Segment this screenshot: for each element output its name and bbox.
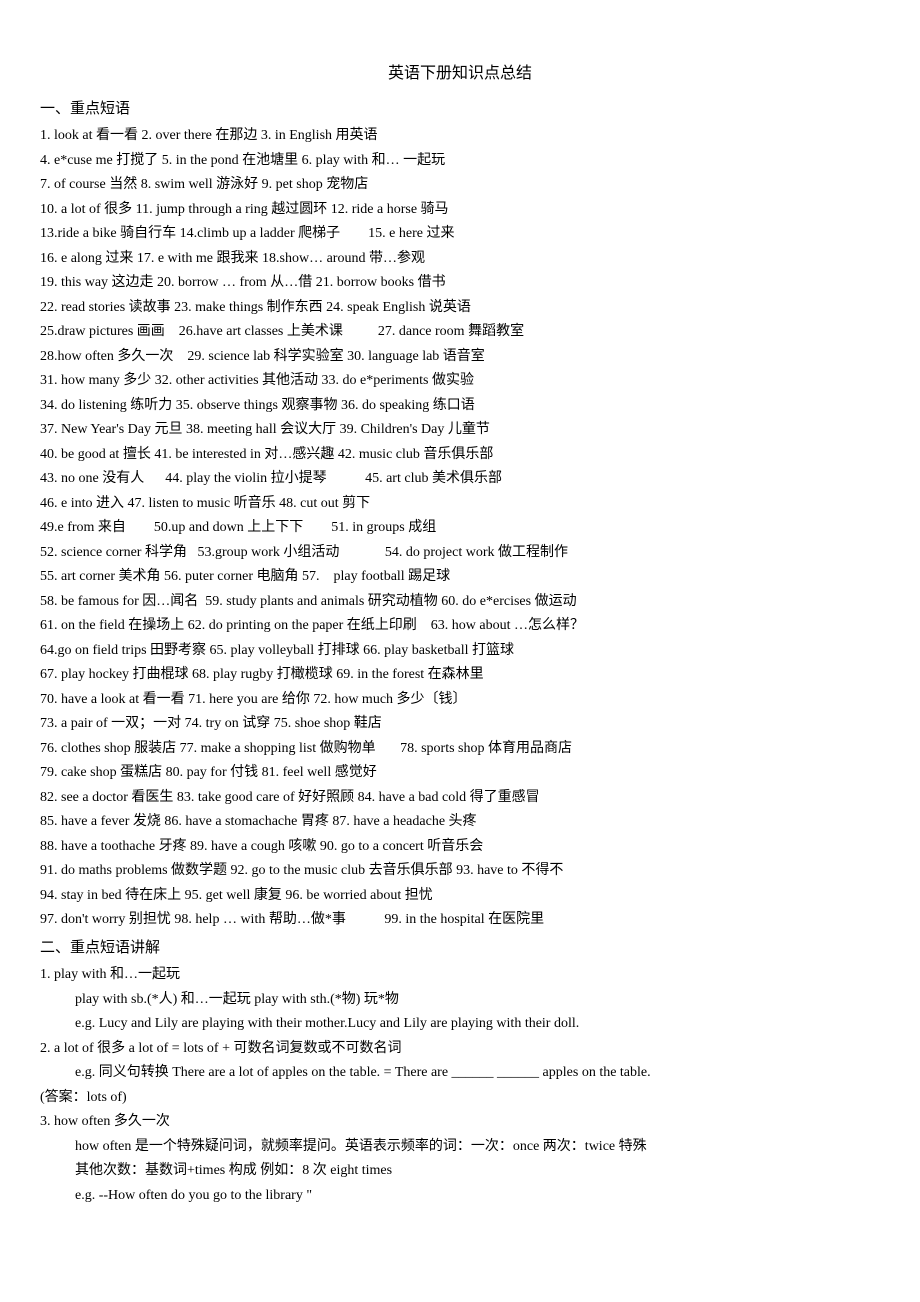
vocab-line: 73. a pair of 一双；一对 74. try on 试穿 75. sh… (40, 712, 880, 737)
vocab-line: 31. how many 多少 32. other activities 其他活… (40, 369, 880, 394)
vocab-line: 22. read stories 读故事 23. make things 制作东… (40, 296, 880, 321)
vocab-line: 19. this way 这边走 20. borrow … from 从…借 2… (40, 271, 880, 296)
vocab-line: 52. science corner 科学角 53.group work 小组活… (40, 541, 880, 566)
explain-body-line: 其他次数：基数词+times 构成 例如：8 次 eight times (40, 1159, 880, 1184)
vocab-line: 55. art corner 美术角 56. puter corner 电脑角 … (40, 565, 880, 590)
vocab-line: 46. e into 进入 47. listen to music 听音乐 48… (40, 492, 880, 517)
section-2-heading: 二、重点短语讲解 (40, 935, 880, 961)
vocab-line: 61. on the field 在操场上 62. do printing on… (40, 614, 880, 639)
vocab-line: 58. be famous for 因…闻名 59. study plants … (40, 590, 880, 615)
vocab-line: 76. clothes shop 服装店 77. make a shopping… (40, 737, 880, 762)
vocab-line: 67. play hockey 打曲棍球 68. play rugby 打橄榄球… (40, 663, 880, 688)
vocab-line: 85. have a fever 发烧 86. have a stomachac… (40, 810, 880, 835)
vocab-line: 25.draw pictures 画画 26.have art classes … (40, 320, 880, 345)
explain-head: 3. how often 多久一次 (40, 1110, 880, 1135)
explain-body-line: e.g. --How often do you go to the librar… (40, 1184, 880, 1209)
vocab-line: 13.ride a bike 骑自行车 14.climb up a ladder… (40, 222, 880, 247)
vocab-line: 1. look at 看一看 2. over there 在那边 3. in E… (40, 124, 880, 149)
vocab-line: 88. have a toothache 牙疼 89. have a cough… (40, 835, 880, 860)
vocab-line: 28.how often 多久一次 29. science lab 科学实验室 … (40, 345, 880, 370)
vocab-line: 10. a lot of 很多 11. jump through a ring … (40, 198, 880, 223)
vocab-line: 97. don't worry 别担忧 98. help … with 帮助…做… (40, 908, 880, 933)
section-1-body: 1. look at 看一看 2. over there 在那边 3. in E… (40, 124, 880, 933)
vocab-line: 40. be good at 擅长 41. be interested in 对… (40, 443, 880, 468)
vocab-line: 4. e*cuse me 打搅了 5. in the pond 在池塘里 6. … (40, 149, 880, 174)
page-title: 英语下册知识点总结 (40, 60, 880, 88)
explain-body-line: e.g. Lucy and Lily are playing with thei… (40, 1012, 880, 1037)
vocab-line: 49.e from 来自 50.up and down 上上下下 51. in … (40, 516, 880, 541)
vocab-line: 37. New Year's Day 元旦 38. meeting hall 会… (40, 418, 880, 443)
vocab-line: 82. see a doctor 看医生 83. take good care … (40, 786, 880, 811)
vocab-line: 34. do listening 练听力 35. observe things … (40, 394, 880, 419)
explain-head: 1. play with 和…一起玩 (40, 963, 880, 988)
section-2-body: 1. play with 和…一起玩play with sb.(*人) 和…一起… (40, 963, 880, 1208)
vocab-line: 91. do maths problems 做数学题 92. go to the… (40, 859, 880, 884)
vocab-line: 70. have a look at 看一看 71. here you are … (40, 688, 880, 713)
vocab-line: 43. no one 没有人 44. play the violin 拉小提琴 … (40, 467, 880, 492)
explain-head: 2. a lot of 很多 a lot of = lots of + 可数名词… (40, 1037, 880, 1062)
vocab-line: 16. e along 过来 17. e with me 跟我来 18.show… (40, 247, 880, 272)
answer-line: (答案：lots of) (40, 1086, 880, 1111)
explain-body-line: play with sb.(*人) 和…一起玩 play with sth.(*… (40, 988, 880, 1013)
explain-body-line: e.g. 同义句转换 There are a lot of apples on … (40, 1061, 880, 1086)
vocab-line: 94. stay in bed 待在床上 95. get well 康复 96.… (40, 884, 880, 909)
vocab-line: 7. of course 当然 8. swim well 游泳好 9. pet … (40, 173, 880, 198)
vocab-line: 64.go on field trips 田野考察 65. play volle… (40, 639, 880, 664)
vocab-line: 79. cake shop 蛋糕店 80. pay for 付钱 81. fee… (40, 761, 880, 786)
explain-body-line: how often 是一个特殊疑问词，就频率提问。英语表示频率的词：一次：onc… (40, 1135, 880, 1160)
section-1-heading: 一、重点短语 (40, 96, 880, 122)
